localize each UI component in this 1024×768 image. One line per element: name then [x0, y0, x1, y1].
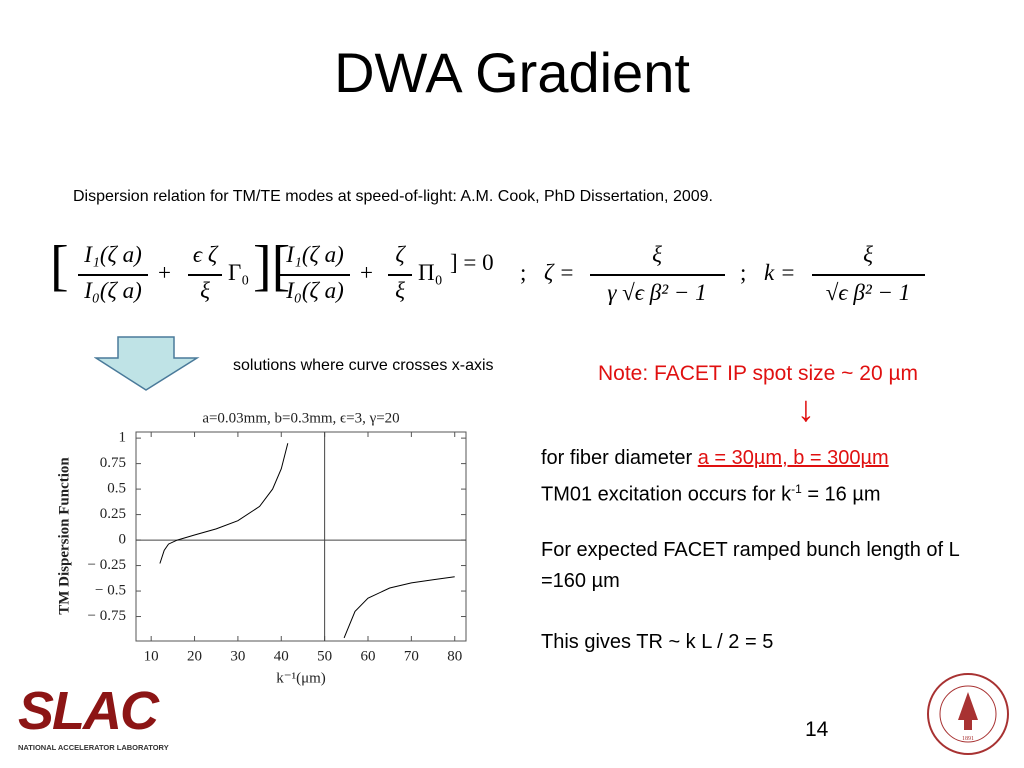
eq-term: ξ — [652, 242, 662, 267]
eq-term: ϵ ζ — [192, 242, 218, 267]
seal-year: 1891 — [962, 736, 974, 742]
eq-term: ζ = — [544, 260, 575, 285]
eq-term: √ϵ β² − 1 — [825, 280, 911, 305]
eq-term: I₀(ζ a) — [84, 278, 142, 303]
eq-term: ξ — [395, 278, 405, 303]
eq-op: ; — [520, 260, 527, 285]
eq-term: k = — [764, 260, 796, 285]
note: Note: FACET IP spot size ~ 20 µm — [598, 362, 919, 385]
eq-term: ζ — [395, 242, 405, 267]
eq-term: ξ — [200, 278, 210, 303]
eq-term: I₁(ζ a) — [84, 242, 142, 267]
eq-term: I₁(ζ a) — [286, 242, 344, 267]
y-tick-label: 0.25 — [100, 506, 126, 522]
text: TM01 excitation occurs for k — [541, 483, 792, 506]
x-tick-label: 70 — [404, 648, 419, 664]
x-tick-label: 30 — [230, 648, 245, 664]
logo-subtitle: NATIONAL ACCELERATOR LABORATORY — [18, 743, 169, 752]
line-series — [159, 443, 455, 639]
paragraph: This gives TR ~ k L / 2 = 5 — [541, 631, 774, 653]
highlight: a = 30µm, b = 300µm — [697, 447, 889, 469]
x-tick-label: 80 — [447, 648, 462, 664]
slide-title: DWA Gradient — [334, 41, 690, 104]
eq-term: γ √ϵ β² − 1 — [607, 280, 707, 305]
x-tick-label: 40 — [274, 648, 289, 664]
y-axis-label: TM Dispersion Function — [56, 457, 72, 615]
x-tick-label: 20 — [187, 648, 202, 664]
eq-op: + — [360, 260, 373, 285]
eq-bracket: [ — [50, 235, 69, 297]
subtitle: Dispersion relation for TM/TE modes at s… — [73, 188, 713, 205]
superscript: -1 — [791, 482, 802, 496]
x-tick-label: 60 — [360, 648, 375, 664]
plot-frame — [135, 431, 467, 642]
text: for fiber diameter — [541, 447, 698, 469]
eq-term: ξ — [863, 242, 873, 267]
paragraph: For expected FACET ramped bunch length o… — [541, 539, 960, 592]
x-tick-label: 10 — [144, 648, 159, 664]
x-axis-label: k⁻¹(μm) — [276, 670, 326, 686]
text: = 16 µm — [801, 483, 881, 506]
paragraph: for fiber diameter a = 30µm, b = 300µm T… — [541, 443, 889, 511]
eq-term: I₀(ζ a) — [286, 278, 344, 303]
y-tick-label: 0 — [119, 532, 127, 548]
y-tick-label: 0.5 — [107, 481, 126, 497]
note-arrow: ↓ — [797, 388, 815, 429]
eq-op: + — [158, 260, 171, 285]
logo: SLAC — [18, 681, 159, 741]
chart-title: a=0.03mm, b=0.3mm, ϵ=3, γ=20 — [202, 410, 399, 426]
down-arrow — [94, 336, 200, 391]
page-number: 14 — [805, 718, 829, 741]
eq-term: ] = 0 — [450, 250, 494, 275]
y-tick-label: − 0.25 — [88, 557, 126, 573]
y-tick-label: 0.75 — [100, 455, 126, 471]
eq-term: Π₀ — [418, 260, 443, 285]
y-tick-label: − 0.75 — [88, 608, 126, 624]
y-tick-label: 1 — [119, 430, 127, 446]
x-tick-label: 50 — [317, 648, 332, 664]
eq-op: ; — [740, 260, 747, 285]
chart: a=0.03mm, b=0.3mm, ϵ=3, γ=20 k⁻¹(μm) TM … — [56, 410, 467, 686]
eq-term: Γ₀ — [228, 260, 250, 285]
caption: solutions where curve crosses x-axis — [233, 357, 494, 374]
eq-bracket: ][ — [253, 235, 291, 297]
seal: 1891 — [927, 673, 1009, 755]
y-tick-label: − 0.5 — [95, 582, 126, 598]
